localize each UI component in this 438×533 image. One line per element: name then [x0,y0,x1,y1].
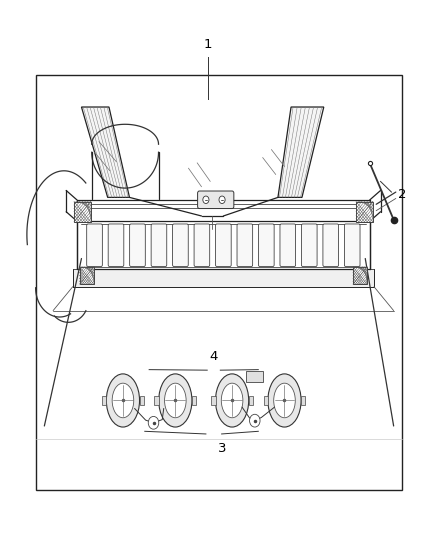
FancyBboxPatch shape [108,224,124,266]
Bar [154,395,159,405]
Bar [80,267,94,284]
Bar [140,395,144,405]
Bar [192,395,196,405]
Ellipse shape [274,383,295,418]
Text: 4: 4 [209,350,218,364]
Bar [102,395,106,405]
FancyBboxPatch shape [237,224,253,266]
Ellipse shape [268,374,301,427]
Bar [353,267,367,284]
Bar [246,371,263,382]
Ellipse shape [159,374,192,427]
Circle shape [148,416,159,429]
Text: 1: 1 [204,38,212,51]
Bar [73,269,374,287]
Text: 2: 2 [398,188,406,201]
Bar [35,75,403,490]
FancyBboxPatch shape [194,224,210,266]
Bar [356,201,373,222]
FancyBboxPatch shape [87,224,102,266]
Ellipse shape [165,383,186,418]
Bar [264,395,268,405]
FancyBboxPatch shape [301,224,317,266]
Circle shape [203,196,209,204]
FancyBboxPatch shape [215,224,231,266]
FancyBboxPatch shape [198,191,234,208]
Bar [74,201,91,222]
Ellipse shape [215,374,249,427]
Ellipse shape [221,383,243,418]
FancyBboxPatch shape [258,224,274,266]
FancyBboxPatch shape [323,224,339,266]
Polygon shape [81,107,130,197]
Bar [301,395,305,405]
FancyBboxPatch shape [280,224,296,266]
FancyBboxPatch shape [173,224,188,266]
FancyBboxPatch shape [344,224,360,266]
Text: 3: 3 [218,442,227,455]
Bar [249,395,253,405]
Ellipse shape [112,383,134,418]
Ellipse shape [106,374,140,427]
Circle shape [219,196,225,204]
FancyBboxPatch shape [151,224,167,266]
Circle shape [250,414,260,427]
Polygon shape [278,107,324,197]
FancyBboxPatch shape [130,224,145,266]
Bar [211,395,215,405]
